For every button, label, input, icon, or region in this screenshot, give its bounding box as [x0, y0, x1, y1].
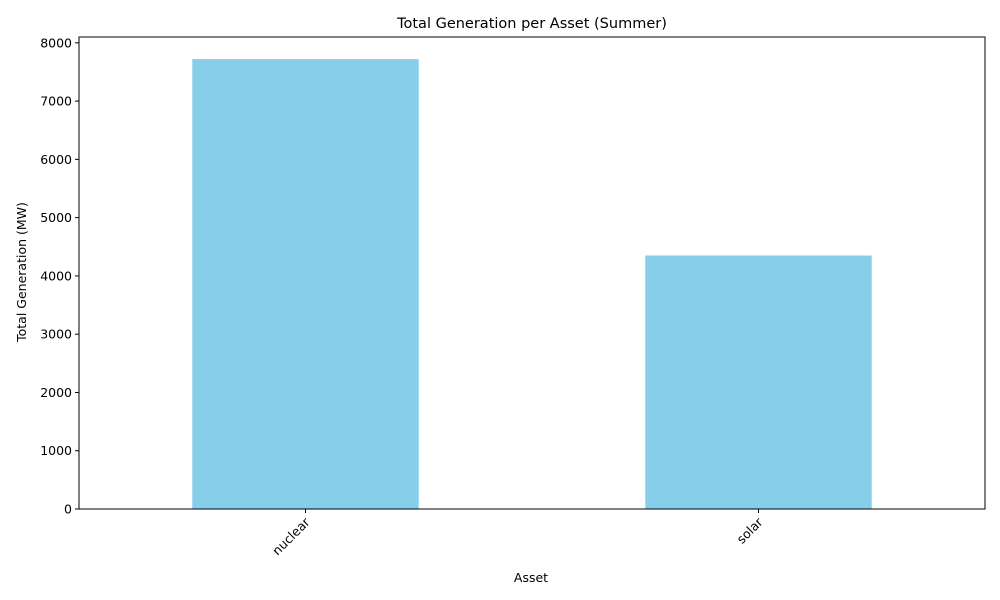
bar-solar: [645, 255, 872, 509]
y-tick-label: 4000: [40, 268, 72, 283]
chart-title: Total Generation per Asset (Summer): [396, 16, 667, 32]
y-tick-label: 6000: [40, 152, 72, 167]
x-tick-label-solar: solar: [733, 514, 766, 547]
y-tick-label: 2000: [40, 385, 72, 400]
axes-frame: [78, 36, 986, 510]
y-axis-label: Total Generation (MW): [14, 202, 29, 343]
y-tick-label: 5000: [40, 210, 72, 225]
x-tick-label-nuclear: nuclear: [269, 514, 313, 558]
x-axis-label: Asset: [514, 570, 548, 585]
y-tick-label: 1000: [40, 443, 72, 458]
plot-area: 0 1000 2000 3000 4000 5000 6000 7000 8000 nuclear…: [40, 35, 986, 558]
y-tick-label: 3000: [40, 327, 72, 342]
y-tick-label: 0: [64, 502, 72, 517]
bar-nuclear: [192, 59, 419, 509]
y-tick-label: 7000: [40, 94, 72, 109]
y-tick-label: 8000: [40, 35, 72, 50]
